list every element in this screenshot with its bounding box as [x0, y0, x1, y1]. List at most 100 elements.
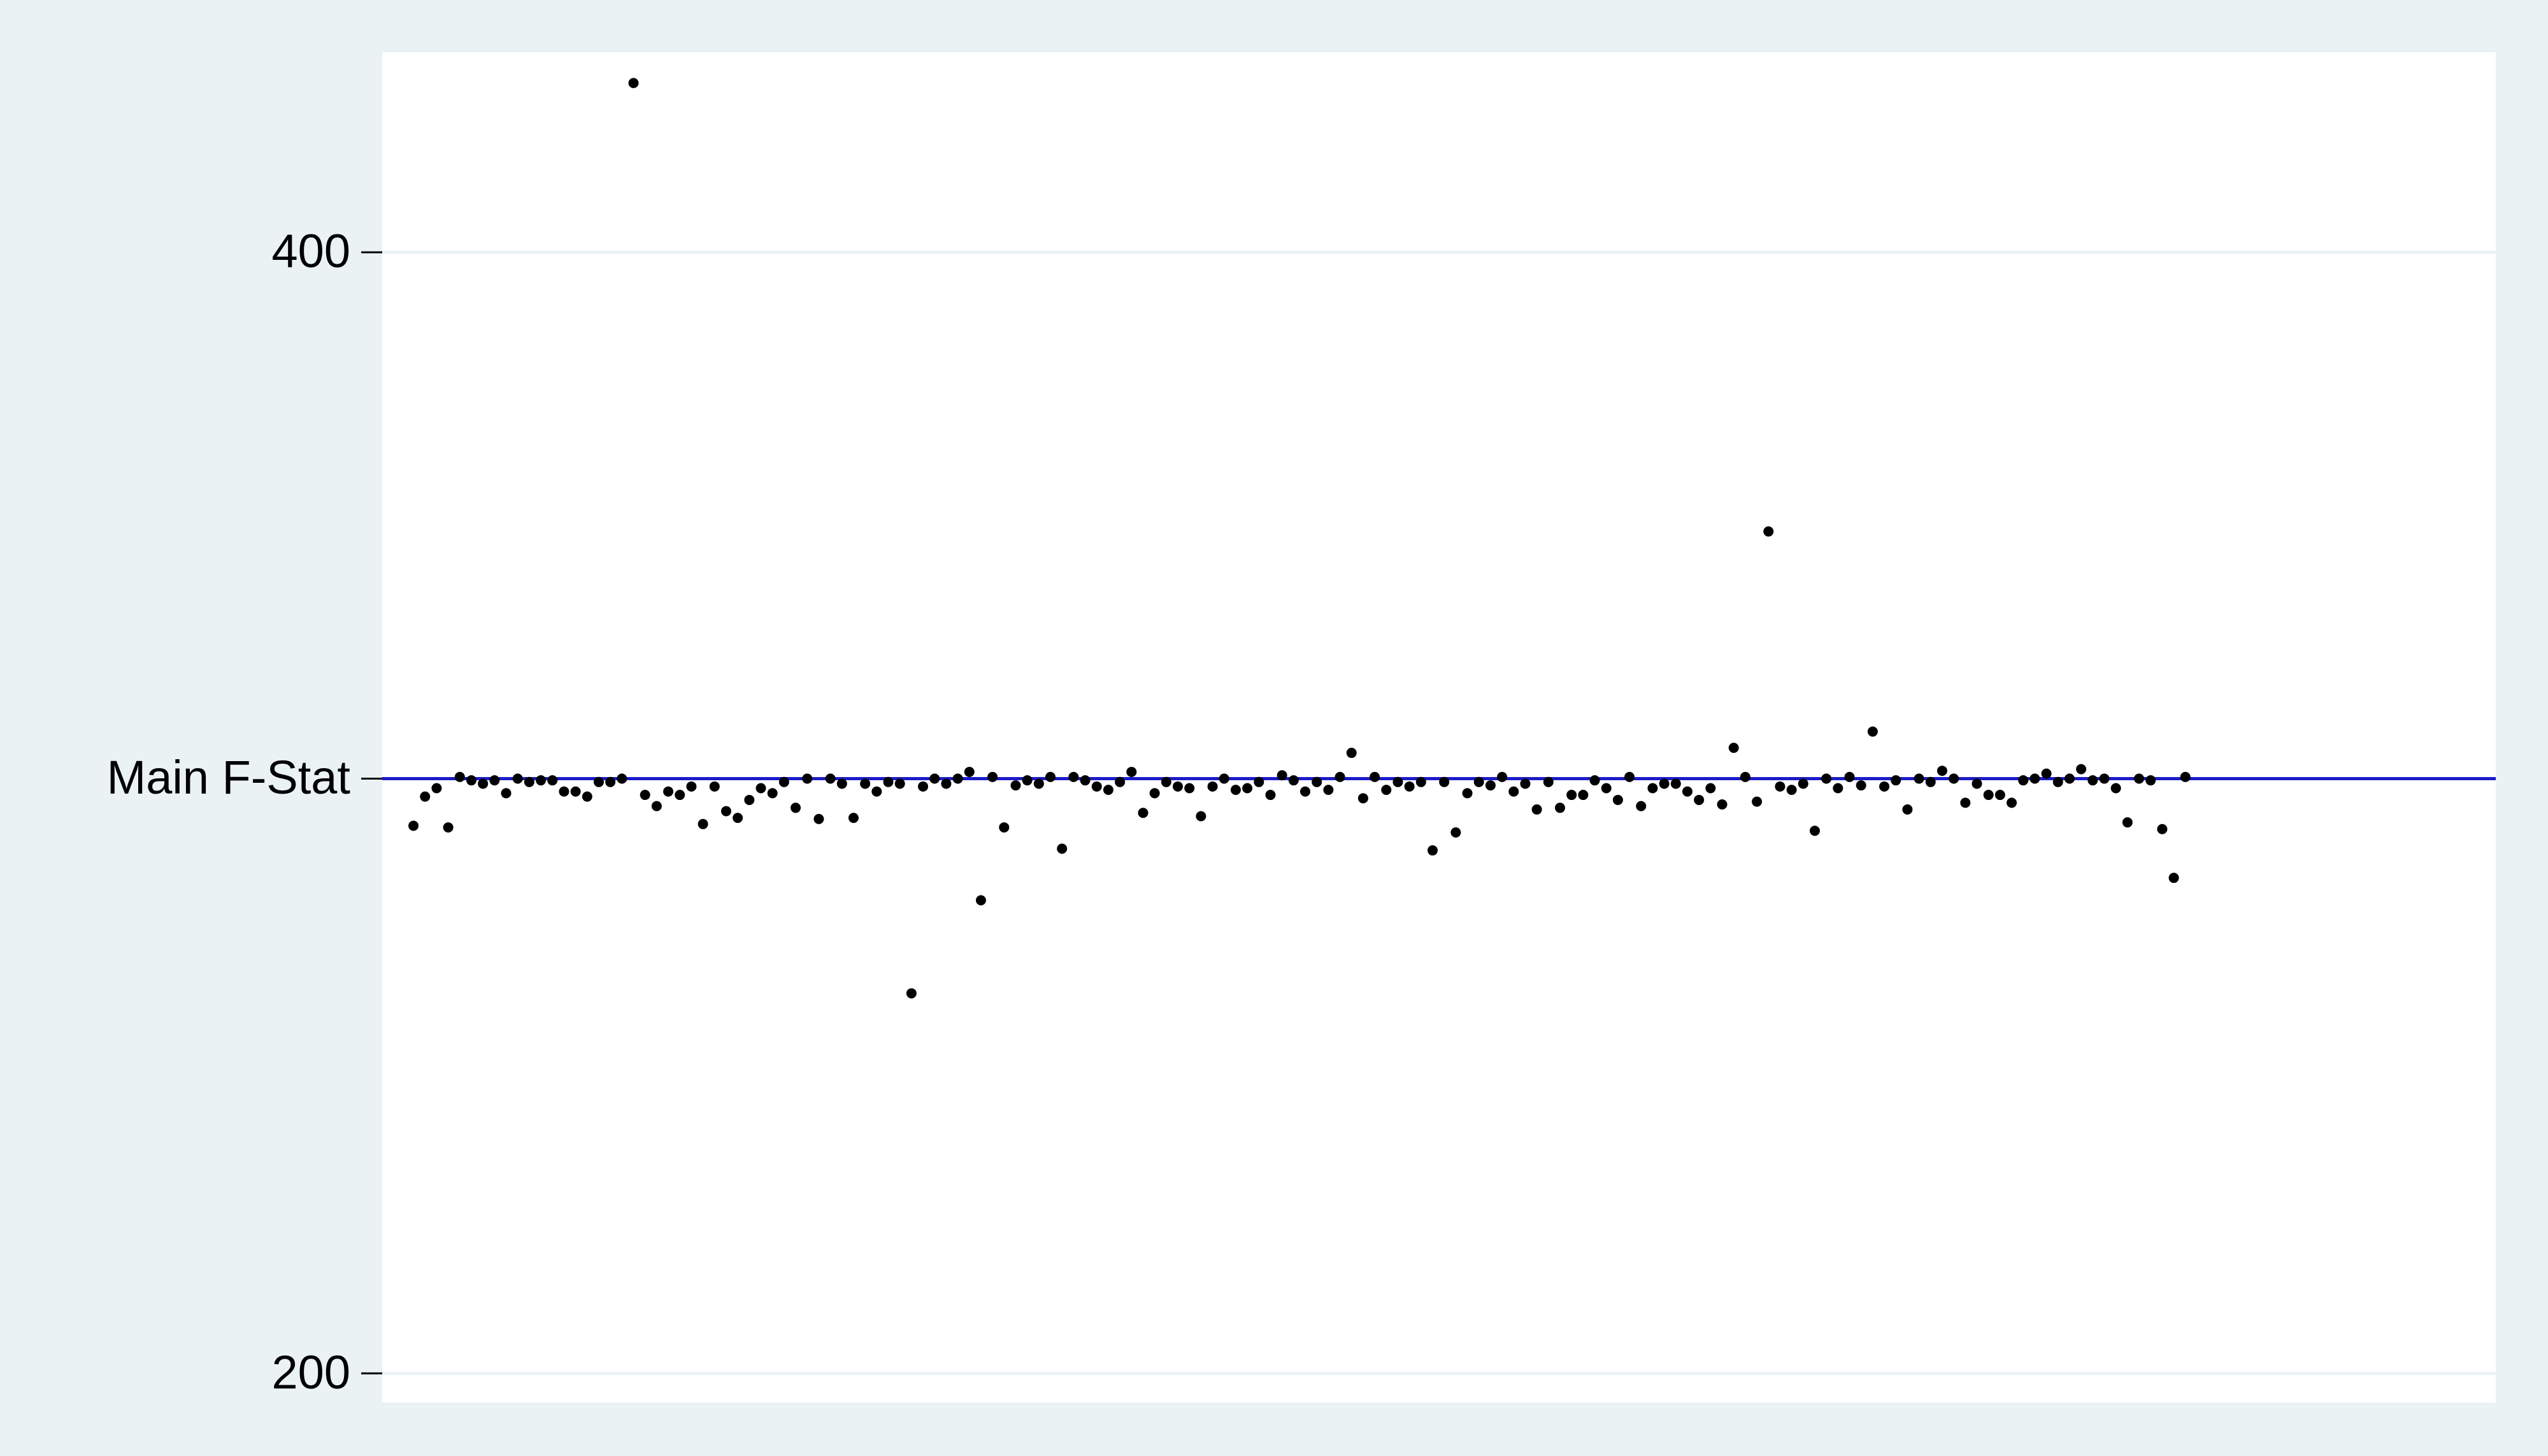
point [2110, 783, 2121, 794]
point [1254, 776, 1264, 787]
point [698, 818, 708, 829]
point [813, 813, 824, 824]
point [524, 776, 534, 787]
point [1415, 776, 1426, 787]
point [2145, 775, 2156, 786]
point [1925, 776, 1936, 787]
point [1636, 801, 1647, 811]
point [1520, 778, 1531, 789]
point [1578, 790, 1589, 801]
point [628, 78, 639, 89]
point [512, 773, 523, 784]
point [2157, 824, 2168, 834]
point [1346, 748, 1357, 759]
point [1833, 783, 1843, 794]
point [1068, 771, 1079, 782]
point [1566, 790, 1577, 801]
point [582, 791, 592, 802]
point [570, 786, 581, 797]
point [1543, 776, 1554, 787]
y-tick-label: 400 [272, 225, 350, 278]
point [1404, 781, 1415, 792]
point [1891, 775, 1901, 786]
point [1508, 786, 1519, 797]
point [466, 775, 476, 786]
point [1288, 775, 1299, 786]
point [1879, 781, 1890, 792]
point [1230, 785, 1241, 796]
point [1428, 845, 1438, 856]
point [1196, 811, 1206, 822]
point [755, 783, 766, 794]
point [1763, 526, 1774, 537]
point [1902, 804, 1913, 815]
point [1589, 775, 1600, 786]
point [871, 786, 882, 797]
point [1080, 775, 1091, 786]
point [443, 822, 454, 833]
point [1531, 804, 1542, 815]
y-tick-label: 200 [272, 1346, 350, 1399]
point [536, 775, 547, 786]
point [1694, 794, 1705, 805]
point [1033, 778, 1044, 789]
point [1173, 781, 1184, 792]
point [1115, 776, 1126, 787]
point [1786, 785, 1797, 796]
point [2064, 773, 2075, 784]
point [1010, 780, 1021, 791]
point [1462, 788, 1473, 799]
point [1624, 771, 1635, 782]
point [975, 895, 986, 906]
point [640, 790, 650, 801]
plot-area [382, 52, 2496, 1402]
point [1717, 799, 1728, 810]
point [767, 788, 778, 799]
point [2052, 776, 2063, 787]
point [1207, 781, 1218, 792]
point [1740, 771, 1750, 782]
y-tick-label: Main F-Stat [107, 751, 351, 804]
point [1022, 775, 1033, 786]
point [1960, 797, 1971, 808]
point [860, 778, 871, 789]
point [2099, 773, 2110, 784]
point [2087, 775, 2098, 786]
point [1485, 780, 1496, 791]
point [1312, 776, 1322, 787]
point [489, 775, 500, 786]
point [778, 776, 789, 787]
point [1682, 786, 1693, 797]
point [605, 776, 616, 787]
point [1219, 773, 1229, 784]
point [906, 988, 917, 999]
point [1450, 827, 1461, 838]
point [1601, 783, 1612, 794]
point [964, 766, 975, 777]
point [559, 786, 569, 797]
point [1473, 776, 1484, 787]
point [1091, 781, 1102, 792]
point [420, 791, 431, 802]
point [1057, 843, 1068, 854]
point [1705, 783, 1716, 794]
point [1161, 776, 1171, 787]
point [1045, 771, 1056, 782]
point [825, 773, 836, 784]
point [547, 775, 558, 786]
point [1844, 771, 1855, 782]
point [941, 778, 952, 789]
point [1381, 785, 1392, 796]
point [1775, 781, 1786, 792]
point [791, 803, 801, 813]
point [1149, 788, 1160, 799]
point [744, 794, 755, 805]
point [617, 773, 627, 784]
point [1497, 771, 1508, 782]
point [454, 771, 465, 782]
point [1357, 793, 1368, 804]
point [709, 781, 720, 792]
point [1728, 743, 1739, 753]
